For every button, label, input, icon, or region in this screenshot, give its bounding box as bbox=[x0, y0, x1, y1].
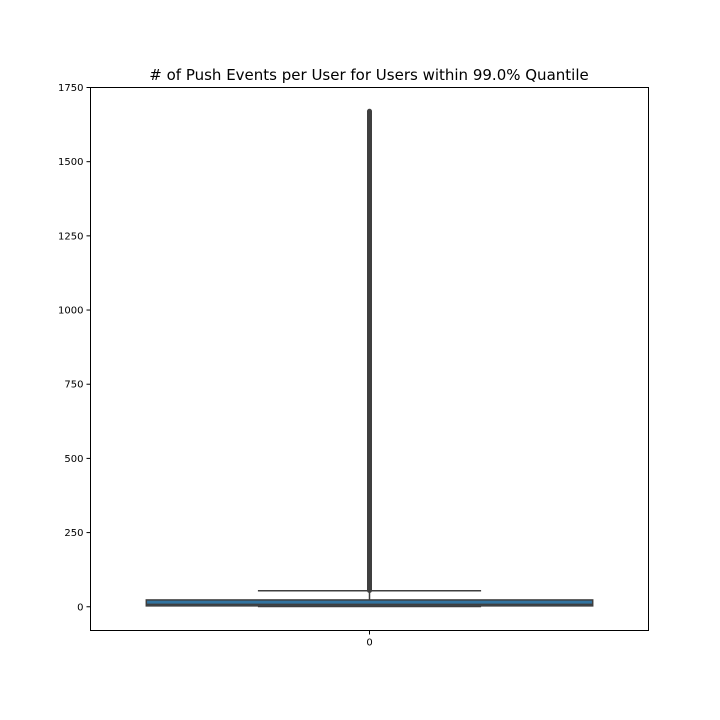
y-axis: 0 250 500 750 1000 1250 1500 1750 bbox=[58, 83, 91, 613]
x-axis: 0 bbox=[366, 630, 373, 649]
y-tick-label: 750 bbox=[64, 380, 83, 391]
x-tick-label: 0 bbox=[366, 638, 372, 649]
y-tick-label: 1750 bbox=[58, 83, 83, 94]
y-tick-label: 1500 bbox=[58, 157, 83, 168]
boxes bbox=[145, 108, 594, 608]
y-tick-label: 500 bbox=[64, 454, 83, 465]
box-iqr bbox=[145, 599, 594, 607]
y-tick-label: 1250 bbox=[58, 231, 83, 242]
y-tick-label: 250 bbox=[64, 528, 83, 539]
chart-title: # of Push Events per User for Users with… bbox=[149, 66, 588, 84]
y-tick-label: 1000 bbox=[58, 306, 83, 317]
y-tick-label: 0 bbox=[77, 602, 83, 613]
